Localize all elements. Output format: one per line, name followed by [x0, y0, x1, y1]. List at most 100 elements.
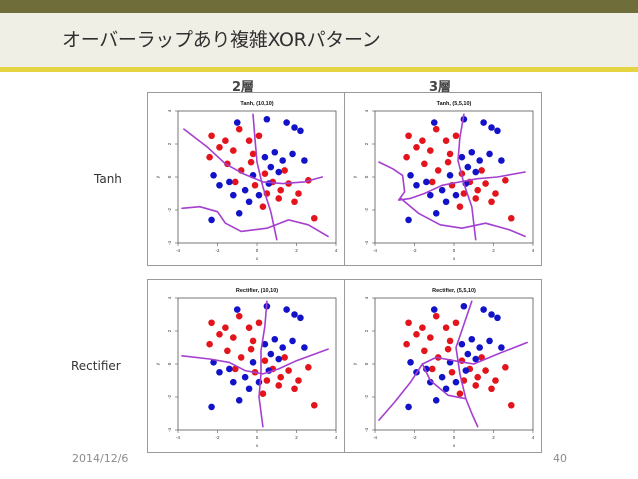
x-axis-label: x: [256, 443, 259, 448]
x-axis-label: x: [453, 256, 456, 261]
decision-boundary: [183, 128, 323, 185]
x-tick-label: -4: [373, 248, 377, 253]
data-point: [245, 324, 253, 331]
data-point: [230, 191, 237, 199]
data-point: [235, 210, 243, 217]
data-point: [446, 172, 454, 179]
data-point: [233, 119, 241, 126]
data-point: [216, 368, 223, 376]
y-axis-label: y: [155, 362, 160, 365]
decision-boundary: [181, 348, 329, 375]
data-point: [275, 382, 283, 389]
x-tick-label: 2: [492, 248, 495, 253]
data-point: [222, 324, 229, 331]
data-point: [442, 385, 450, 393]
data-point: [462, 367, 470, 374]
x-tick-label: -4: [176, 435, 180, 440]
data-point: [458, 340, 466, 348]
data-point: [281, 167, 288, 174]
data-point: [271, 148, 279, 156]
data-point: [488, 385, 495, 393]
data-point: [230, 147, 237, 154]
data-point: [247, 158, 255, 166]
data-point: [438, 373, 446, 381]
data-point: [230, 378, 237, 386]
data-point: [241, 373, 249, 381]
data-point: [245, 198, 253, 206]
data-point: [277, 373, 284, 381]
data-point: [251, 181, 259, 189]
data-point: [482, 367, 489, 374]
data-point: [432, 125, 440, 133]
y-tick-label: -2: [364, 208, 369, 212]
x-axis-label: x: [453, 443, 456, 448]
data-point: [216, 331, 223, 338]
data-point: [442, 198, 450, 206]
data-point: [403, 340, 410, 348]
decision-boundary: [421, 363, 467, 400]
data-point: [428, 178, 436, 186]
data-point: [259, 203, 267, 210]
y-tick-label: 4: [364, 296, 369, 299]
data-point: [208, 132, 215, 140]
data-point: [405, 216, 412, 224]
data-point: [472, 168, 480, 176]
data-point: [279, 157, 286, 164]
data-point: [432, 210, 440, 217]
data-point: [427, 191, 434, 199]
y-tick-label: 4: [167, 109, 172, 112]
plot-frame: [177, 110, 337, 244]
data-point: [230, 334, 237, 341]
data-point: [502, 364, 509, 371]
data-point: [267, 163, 275, 171]
data-point: [265, 180, 273, 187]
data-point: [421, 160, 428, 168]
slide-title: オーバーラップあり複雑XORパターン: [62, 29, 381, 51]
data-point: [263, 377, 271, 384]
decision-boundary: [455, 300, 479, 428]
data-point: [301, 157, 308, 164]
data-point: [237, 354, 245, 361]
data-point: [271, 335, 279, 343]
y-tick-label: -4: [364, 428, 369, 432]
plot-title: Tanh, (5,5,10): [437, 101, 472, 107]
data-point: [249, 337, 257, 345]
data-point: [427, 378, 434, 386]
data-point: [492, 190, 499, 197]
data-point: [498, 157, 505, 164]
y-tick-label: 4: [167, 296, 172, 299]
decision-boundary: [181, 205, 329, 238]
data-point: [291, 124, 298, 131]
data-point: [432, 312, 440, 320]
data-point: [478, 354, 485, 361]
y-tick-label: -4: [364, 241, 369, 245]
data-point: [263, 115, 271, 123]
data-point: [442, 137, 450, 144]
x-tick-label: 4: [335, 435, 338, 440]
data-point: [233, 306, 241, 313]
x-tick-label: -2: [412, 435, 416, 440]
x-tick-label: 2: [295, 248, 298, 253]
x-tick-label: 4: [532, 435, 535, 440]
data-point: [297, 127, 304, 135]
decision-boundary: [378, 161, 526, 201]
data-point: [478, 167, 485, 174]
plot-frame: [177, 297, 337, 431]
y-tick-label: 2: [364, 329, 369, 332]
page-number: 40: [553, 452, 567, 465]
data-point: [261, 340, 269, 348]
decision-boundary: [258, 300, 268, 428]
plot-frame: [374, 297, 534, 431]
data-point: [255, 319, 263, 327]
data-point: [289, 337, 296, 345]
column-label-3-layer: 3層: [429, 80, 452, 95]
data-point: [206, 153, 213, 161]
title-band: [0, 13, 638, 67]
y-tick-label: 0: [364, 362, 369, 365]
x-tick-label: -4: [373, 435, 377, 440]
data-point: [474, 186, 481, 194]
y-tick-label: 0: [167, 362, 172, 365]
data-point: [446, 337, 454, 345]
data-point: [405, 132, 412, 140]
data-point: [494, 314, 501, 322]
